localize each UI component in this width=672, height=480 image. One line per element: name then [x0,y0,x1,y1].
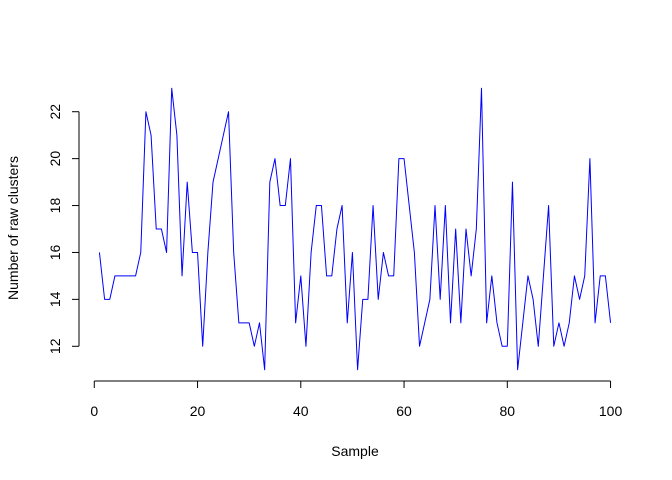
series-line-0 [98,87,612,371]
x-tick-label: 100 [599,403,623,419]
x-tick-label: 20 [190,403,206,419]
x-tick-label: 60 [396,403,412,419]
x-tick-label: 80 [500,403,516,419]
y-axis-title: Number of raw clusters [5,156,21,300]
y-tick-label: 20 [47,151,63,167]
axes [78,111,611,382]
y-tick-label: 16 [47,244,63,260]
y-axis-ticks: 12 14 16 18 20 22 [47,104,79,354]
y-tick-label: 22 [47,104,63,120]
x-tick-label: 0 [90,403,98,419]
y-tick-label: 18 [47,198,63,214]
plot-area [98,87,612,371]
x-tick-label: 40 [293,403,309,419]
y-tick-label: 14 [47,291,63,307]
x-axis-title: Sample [331,443,379,459]
x-axis-ticks: 0 20 40 60 80 100 [90,381,622,419]
y-tick-label: 12 [47,338,63,354]
